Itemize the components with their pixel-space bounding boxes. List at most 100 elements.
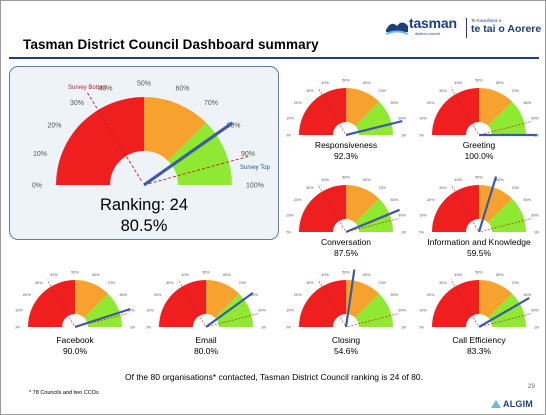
gauge-tick-label: 60% [496,178,504,182]
logo-maori-small: Te Kaunihera o [471,18,502,23]
gauge-tick-label: 100% [261,325,266,329]
gauge-needle [477,176,498,233]
ranking-text: Ranking: 24 [99,196,189,214]
algim-mark-icon [490,400,501,408]
gauge-value: 83.3% [466,346,492,356]
gauge-tick-label: 10% [15,308,23,312]
gauge-tick-label: 60% [496,273,504,277]
gauge-responsiveness-dial: 0% 10% 20% 30% 40% 50% 60% 70% 80% 90% 100% [286,78,412,137]
gauge-reference-marker [450,279,479,326]
gauge-call-efficiency: 0% 10% 20% 30% 40% 50% 60% 70% 80% 90% 100% Call E… [419,261,545,357]
gauge-reference-marker [317,279,346,326]
gauge-band-low [299,280,346,327]
main-gauge: 0% 10% 20% 30% 40% 50% 60% 70% 80% 90% 100% Survey … [32,80,271,189]
gauge-tick-label: 60% [363,178,371,182]
gauge-tick-label: 90% [531,213,539,217]
gauge-tick-label: 50% [342,78,350,82]
gauge-tick-label: 60% [223,273,231,277]
gauge-needle [478,296,530,328]
gauge-email-dial: 0% 10% 20% 30% 40% 50% 60% 70% 80% 90% 100% [146,270,272,329]
gauge-reference-marker [317,87,346,134]
gauge-tick-label: 40% [321,81,329,85]
gauge-reference-marker [177,279,206,326]
gauge-tick-label: 40% [454,81,462,85]
gauge-reference-marker [148,155,251,185]
gauge-tick-label: 60% [176,85,190,92]
gauge-tick-label: 60% [363,273,371,277]
gauge-tick-label: 10% [286,213,294,217]
gauge-tick-label: 10% [419,213,427,217]
gauge-tick-label: 60% [92,273,100,277]
logo-separator [466,18,467,38]
gauge-band-mid [479,185,513,223]
gauge-tick-label: 30% [306,89,314,93]
gauge-band-mid [144,97,207,161]
gauge-reference-marker [480,218,533,232]
logo-maori: te tai o Aorere [471,23,542,35]
gauge-tick-label: 80% [523,293,531,297]
algim-logo: ALGIM [490,399,533,409]
gauge-tick-label: 70% [204,100,218,107]
gauge-tick-label: 10% [146,308,154,312]
gauge-tick-label: 100% [246,182,264,189]
page-title: Tasman District Council Dashboard summar… [23,37,319,52]
gauge-tick-label: 0% [32,182,42,189]
gauge-tick-label: 0% [419,325,425,329]
gauge-closing-dial: 0% 10% 20% 30% 40% 50% 60% 70% 80% 90% 100% [286,269,411,329]
council-emblem-icon [385,22,409,35]
gauge-value: 87.5% [333,248,359,258]
footnote: * 78 Councils and two CCOs [29,390,99,396]
survey-top-label: Survey Top [240,165,271,171]
gauge-tick-label: 10% [286,308,294,312]
gauge-label: Email [195,335,217,345]
gauge-band-mid [346,185,380,223]
gauge-tick-label: 30% [306,186,314,190]
gauge-tick-label: 90% [127,308,135,312]
gauge-needle [345,208,401,234]
gauge-information-dial: 0% 10% 20% 30% 40% 50% 60% 70% 80% 90% 100% [419,175,545,234]
gauge-tick-label: 80% [390,293,398,297]
gauge-tick-label: 80% [523,198,531,202]
gauge-tick-label: 20% [427,101,435,105]
gauge-information: 0% 10% 20% 30% 40% 50% 60% 70% 80% 90% 100% Inform… [419,166,545,262]
gauge-needle [345,120,403,137]
gauge-tick-label: 0% [286,133,292,137]
gauge-reference-marker [46,279,75,326]
gauge-band-high [488,101,526,135]
gauge-tick-label: 50% [137,80,151,87]
algim-brand: ALGIM [503,399,533,409]
gauge-tick-label: 10% [286,116,294,120]
gauge-band-high [84,293,122,327]
gauge-tick-label: 40% [50,273,58,277]
gauge-tick-label: 70% [511,281,519,285]
gauge-tick-label: 90% [398,213,406,217]
gauge-tick-label: 90% [241,151,255,158]
gauge-band-low [28,280,75,327]
gauge-band-low [299,185,346,232]
gauge-band-high [168,122,232,185]
gauge-facebook: 0% 10% 20% 30% 40% 50% 60% 70% 80% 90% 100% Facebo… [15,261,141,357]
gauge-tick-label: 70% [238,281,246,285]
survey-bottom-label: Survey Bottom [68,85,107,91]
gauge-label: Responsiveness [314,140,378,150]
gauge-closing: 0% 10% 20% 30% 40% 50% 60% 70% 80% 90% 100% Closin… [286,261,411,357]
gauge-tick-label: 20% [154,293,162,297]
gauge-label: Facebook [56,335,94,345]
gauge-tick-label: 70% [511,89,519,93]
gauge-tick-label: 20% [294,101,302,105]
gauge-tick-label: 30% [439,89,447,93]
gauge-tick-label: 0% [286,325,292,329]
gauge-email: 0%10%20%30%40%50%60%70%80%90%100% Email … [146,261,272,357]
overall-score: 80.5% [120,217,168,235]
gauge-tick-label: 0% [146,325,152,329]
gauge-tick-label: 100% [401,230,406,234]
gauge-value: 92.3% [333,151,359,161]
gauge-greeting: 0%10%20%30%40%50%60%70%80%90%100% Greeti… [419,69,545,165]
gauge-needle [74,308,131,329]
gauge-reference-marker [207,313,260,327]
gauge-value: 54.6% [333,346,359,356]
gauge-call-efficiency-dial: 0% 10% 20% 30% 40% 50% 60% 70% 80% 90% 100% [419,270,545,329]
gauge-conversation: 0% 10% 20% 30% 40% 50% 60% 70% 80% 90% 100% Conver… [286,166,412,262]
gauge-tick-label: 40% [454,273,462,277]
gauge-band-low [432,88,479,135]
